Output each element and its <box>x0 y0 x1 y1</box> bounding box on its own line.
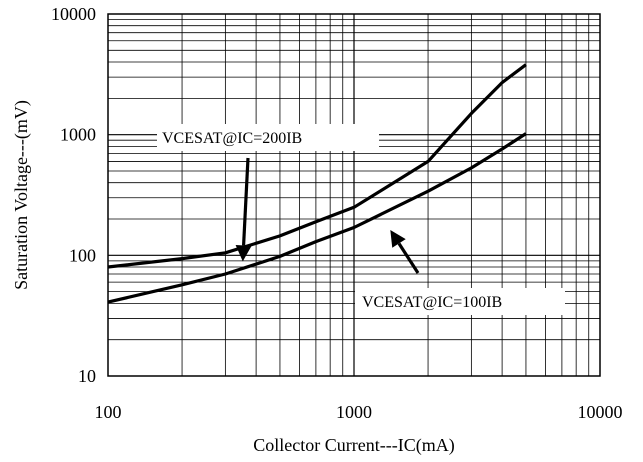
label-box-100ib-bg <box>355 288 565 315</box>
arrow-100ib-head <box>390 230 406 248</box>
label-box-100ib: VCESAT@IC=100IB <box>355 288 565 315</box>
series-line-0 <box>107 63 527 269</box>
y-tick-labels: 10 100 1000 10000 <box>51 4 96 386</box>
arrow-100ib-shaft <box>397 242 420 274</box>
annotation-label-100ib: VCESAT@IC=100IB <box>362 294 502 311</box>
annotation-arrows <box>235 157 420 274</box>
y-axis-label: Saturation Voltage---(mV) <box>11 100 32 290</box>
grid-lines <box>108 14 600 376</box>
annotation-label-200ib: VCESAT@IC=200IB <box>162 130 302 147</box>
arrow-200ib-head <box>235 245 252 262</box>
arrow-200ib-shaft <box>241 157 250 246</box>
x-tick-label: 100 <box>95 402 122 422</box>
x-axis-label: Collector Current---IC(mA) <box>253 435 454 456</box>
y-tick-label: 10000 <box>51 4 96 24</box>
label-box-200ib: VCESAT@IC=200IB <box>157 124 379 151</box>
x-tick-label: 1000 <box>336 402 372 422</box>
label-box-200ib-bg <box>157 124 379 151</box>
x-tick-labels: 100 1000 10000 <box>95 402 623 422</box>
x-tick-label: 10000 <box>578 402 623 422</box>
plot-frame <box>107 13 601 377</box>
series-lines <box>107 63 527 304</box>
y-tick-label: 100 <box>69 245 96 265</box>
annotations: VCESAT@IC=200IB VCESAT@IC=100IB <box>157 124 565 315</box>
y-tick-label: 1000 <box>60 125 96 145</box>
series-line-1 <box>107 132 527 304</box>
y-tick-label: 10 <box>78 366 96 386</box>
